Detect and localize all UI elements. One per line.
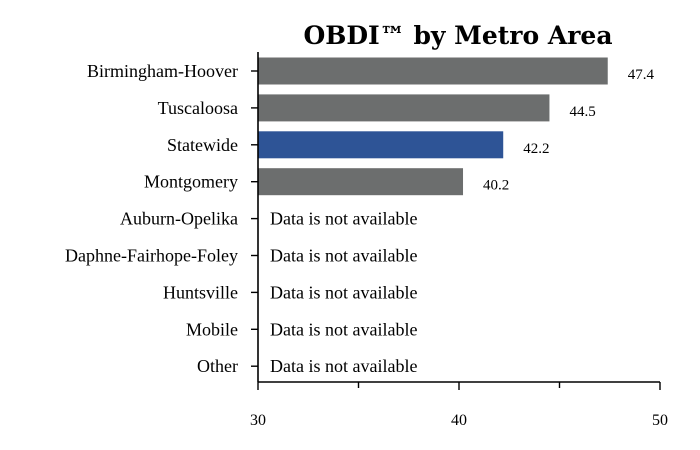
value-label-birmingham-hoover: 47.4 (628, 67, 655, 83)
labels-layer: Birmingham-Hoover 47.4 Tuscaloosa 44.5 State… (65, 61, 654, 376)
value-label-montgomery: 40.2 (483, 178, 509, 194)
category-label-daphne-fairhope-foley: Daphne-Fairhope-Foley (65, 246, 238, 266)
unavailable-label-mobile: Data is not available (270, 319, 417, 339)
category-label-mobile: Mobile (186, 319, 238, 339)
x-tick-label-30: 30 (250, 412, 266, 429)
x-tick-label-40: 40 (451, 412, 467, 429)
bar-montgomery (258, 168, 464, 196)
bar-tuscaloosa (258, 94, 550, 122)
value-label-statewide: 42.2 (523, 141, 549, 157)
category-label-auburn-opelika: Auburn-Opelika (120, 209, 238, 229)
x-tick-label-50: 50 (652, 412, 668, 429)
unavailable-label-auburn-opelika: Data is not available (270, 209, 417, 229)
unavailable-label-daphne-fairhope-foley: Data is not available (270, 246, 417, 266)
category-label-other: Other (197, 356, 238, 376)
ticks-layer: 30 40 50 (250, 70, 668, 429)
category-label-statewide: Statewide (167, 135, 238, 155)
bar-birmingham-hoover (258, 57, 608, 85)
value-label-tuscaloosa: 44.5 (569, 104, 595, 120)
category-label-montgomery: Montgomery (144, 172, 238, 192)
category-label-tuscaloosa: Tuscaloosa (158, 98, 238, 118)
bars-layer (258, 57, 608, 196)
unavailable-label-huntsville: Data is not available (270, 282, 417, 302)
category-label-huntsville: Huntsville (163, 282, 238, 302)
category-label-birmingham-hoover: Birmingham-Hoover (87, 61, 238, 81)
chart-title: OBDI™ by Metro Area (303, 21, 612, 50)
bar-statewide (258, 131, 504, 159)
unavailable-label-other: Data is not available (270, 356, 417, 376)
